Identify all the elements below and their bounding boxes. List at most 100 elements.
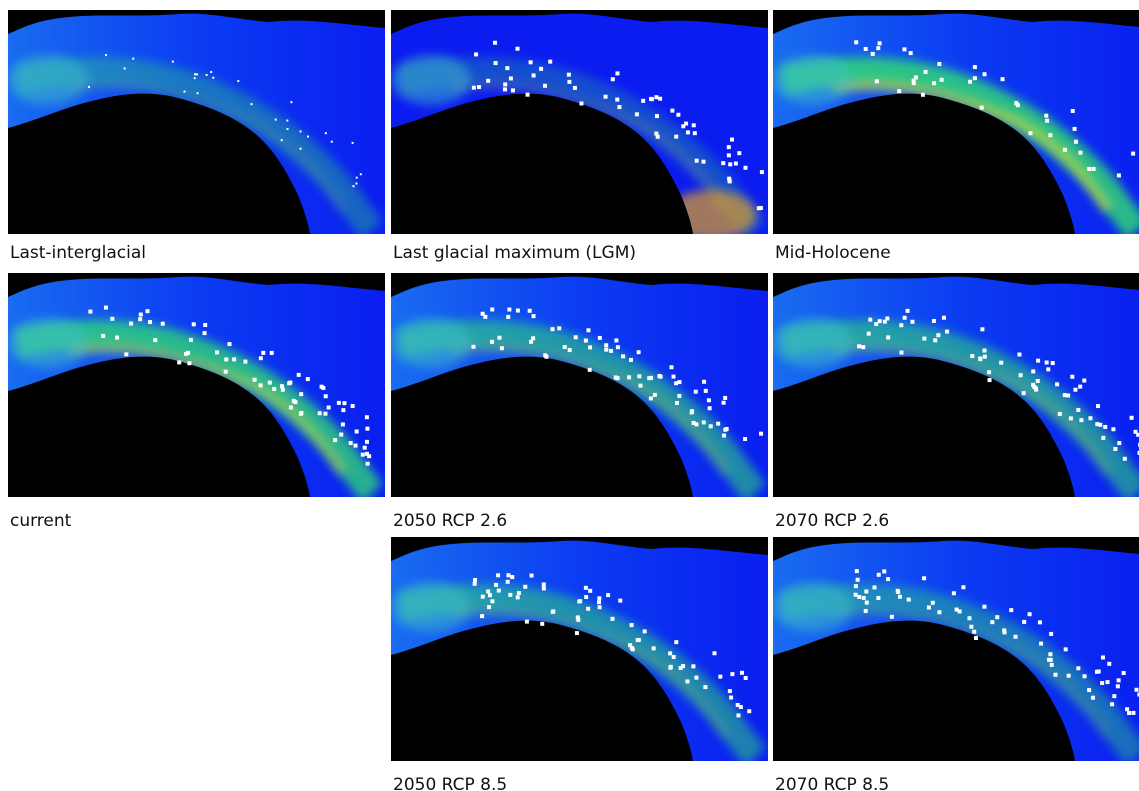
- point: [507, 307, 512, 312]
- suitability-core: [832, 607, 1113, 740]
- point: [861, 595, 866, 600]
- point: [1009, 608, 1014, 613]
- point: [737, 151, 742, 156]
- point: [1122, 456, 1127, 461]
- point: [299, 130, 302, 133]
- point: [707, 406, 712, 411]
- point: [529, 339, 534, 344]
- point: [339, 432, 344, 437]
- point: [188, 337, 193, 342]
- point: [874, 322, 879, 327]
- point: [617, 105, 622, 110]
- point: [1062, 393, 1067, 398]
- point: [542, 83, 547, 88]
- point: [739, 670, 744, 675]
- point: [1091, 167, 1096, 172]
- point: [658, 96, 663, 101]
- point: [937, 61, 942, 66]
- point: [105, 54, 108, 57]
- point: [355, 176, 358, 179]
- point: [864, 600, 869, 605]
- point: [348, 441, 353, 446]
- point: [489, 339, 494, 344]
- point: [982, 604, 987, 609]
- suitability-band: [15, 57, 384, 234]
- point: [922, 336, 927, 341]
- point: [670, 108, 675, 113]
- point: [196, 92, 199, 95]
- point: [562, 345, 567, 350]
- point: [210, 70, 213, 73]
- point: [579, 101, 584, 106]
- point: [365, 451, 370, 456]
- point: [227, 342, 232, 347]
- point: [252, 377, 257, 382]
- point: [987, 378, 992, 383]
- point: [574, 631, 579, 636]
- point: [933, 338, 938, 343]
- point: [528, 60, 533, 65]
- point: [364, 439, 369, 444]
- point: [132, 57, 135, 60]
- arctic-ocean: [8, 273, 385, 297]
- suitability-patch: [391, 55, 471, 105]
- point: [1096, 669, 1101, 674]
- point: [502, 87, 507, 92]
- point: [471, 85, 476, 90]
- point: [606, 593, 611, 598]
- point: [290, 101, 293, 104]
- point: [999, 360, 1004, 365]
- point: [487, 605, 492, 610]
- point: [729, 695, 734, 700]
- point: [1137, 450, 1139, 455]
- point: [510, 88, 515, 93]
- point: [1078, 384, 1083, 389]
- point: [330, 140, 333, 143]
- suitability-band: [780, 57, 1139, 234]
- point: [932, 81, 937, 86]
- point: [531, 314, 536, 319]
- point: [145, 309, 150, 314]
- suitability-patch: [773, 318, 853, 368]
- point: [691, 420, 696, 425]
- point: [655, 134, 660, 139]
- occurrence-points: [88, 305, 372, 466]
- point: [1055, 382, 1060, 387]
- map-panel: [391, 273, 768, 497]
- point: [922, 576, 927, 581]
- suitability-patch: [773, 582, 853, 632]
- suitability-band: [398, 320, 767, 497]
- point: [493, 40, 498, 45]
- point: [908, 51, 913, 56]
- point: [676, 112, 681, 117]
- pacific-ocean: [773, 93, 1075, 234]
- point: [712, 651, 717, 656]
- point: [931, 318, 936, 323]
- point: [148, 320, 153, 325]
- point: [889, 614, 894, 619]
- point: [678, 666, 683, 671]
- point: [1027, 612, 1032, 617]
- point: [1131, 710, 1136, 715]
- point: [486, 589, 491, 594]
- point: [1095, 422, 1100, 427]
- point: [954, 607, 959, 612]
- point: [540, 621, 545, 626]
- point: [957, 609, 962, 614]
- point: [508, 76, 513, 81]
- point: [654, 131, 659, 136]
- point: [183, 90, 186, 93]
- point: [911, 78, 916, 83]
- point: [671, 655, 676, 660]
- point: [677, 393, 682, 398]
- point: [668, 651, 673, 656]
- point: [874, 79, 879, 84]
- point: [610, 77, 615, 82]
- point: [979, 105, 984, 110]
- point: [1134, 687, 1139, 692]
- point: [1066, 673, 1071, 678]
- point: [340, 422, 345, 427]
- point: [641, 98, 646, 103]
- point: [930, 600, 935, 605]
- arctic-ocean: [773, 10, 1139, 34]
